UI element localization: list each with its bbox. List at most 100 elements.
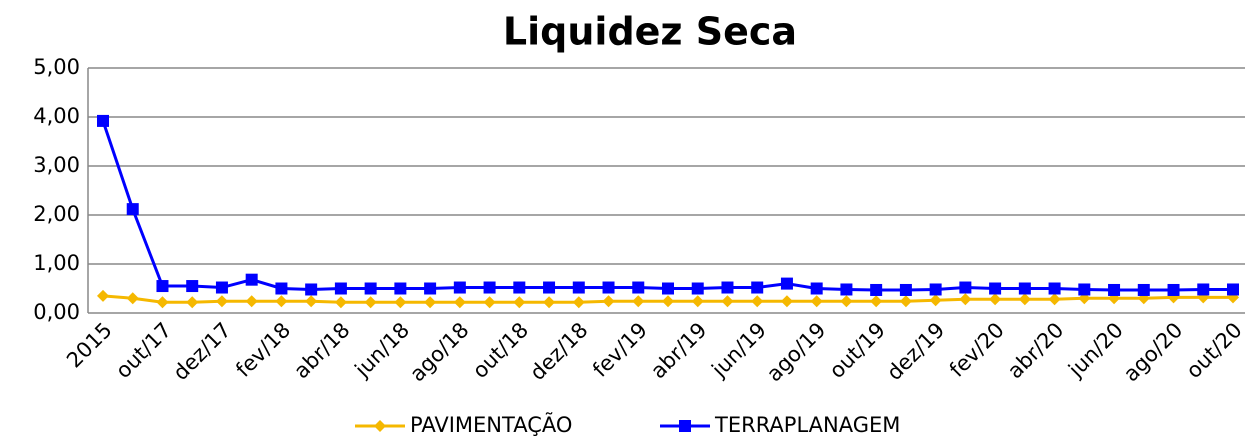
marker: [275, 282, 288, 295]
marker: [810, 295, 823, 308]
marker: [1167, 283, 1180, 296]
marker: [810, 282, 823, 295]
marker: [602, 295, 615, 308]
x-tick-label: jun/18: [350, 318, 415, 383]
marker: [929, 283, 942, 296]
marker: [543, 281, 556, 294]
marker: [513, 281, 526, 294]
marker: [453, 296, 466, 309]
marker: [245, 273, 258, 286]
y-tick-label: 4,00: [33, 104, 80, 128]
marker: [186, 296, 199, 309]
x-tick-label: dez/19: [882, 318, 949, 385]
marker: [899, 283, 912, 296]
marker: [453, 281, 466, 294]
y-tick-label: 5,00: [33, 55, 80, 79]
x-tick-label: out/20: [1182, 318, 1247, 383]
y-tick-label: 2,00: [33, 202, 80, 226]
x-tick-label: out/19: [825, 318, 890, 383]
x-tick-label: jun/19: [706, 318, 771, 383]
x-tick-label: abr/20: [1003, 318, 1069, 384]
marker: [215, 295, 228, 308]
chart-title: Liquidez Seca: [503, 10, 797, 54]
marker: [662, 282, 674, 295]
legend-label: TERRAPLANAGEM: [714, 413, 900, 437]
marker: [97, 289, 109, 302]
marker: [1018, 293, 1031, 306]
marker: [929, 294, 942, 307]
marker: [186, 280, 199, 293]
marker: [334, 296, 347, 309]
marker: [483, 296, 496, 309]
marker: [1197, 283, 1210, 296]
marker: [632, 281, 645, 294]
x-tick-label: fev/20: [945, 318, 1009, 382]
x-tick-label: fev/19: [588, 318, 652, 382]
marker: [959, 281, 972, 294]
marker: [780, 277, 793, 290]
marker: [572, 296, 585, 309]
marker: [1048, 282, 1061, 295]
marker: [691, 282, 704, 295]
marker: [424, 282, 437, 295]
marker: [1137, 283, 1150, 296]
marker: [602, 281, 615, 294]
marker: [543, 296, 556, 309]
marker: [840, 295, 853, 308]
marker: [751, 295, 764, 308]
marker: [840, 283, 853, 296]
marker: [1227, 283, 1239, 296]
marker: [751, 281, 764, 294]
marker: [334, 282, 347, 295]
marker: [305, 295, 318, 308]
x-tick-label: fev/18: [231, 318, 295, 382]
marker: [899, 295, 912, 308]
y-tick-label: 3,00: [33, 153, 80, 177]
x-tick-label: ago/18: [405, 318, 473, 386]
marker: [679, 420, 691, 432]
marker: [97, 114, 109, 127]
marker: [572, 281, 585, 294]
legend-label: PAVIMENTAÇÃO: [410, 411, 572, 437]
x-tick-label: jun/20: [1063, 318, 1128, 383]
marker: [364, 282, 377, 295]
x-tick-label: abr/19: [646, 318, 712, 384]
marker: [374, 420, 386, 432]
marker: [275, 295, 288, 308]
x-tick-label: dez/18: [525, 318, 592, 385]
x-tick-label: out/17: [111, 318, 176, 383]
marker: [989, 282, 1002, 295]
marker: [305, 283, 318, 296]
marker: [364, 296, 377, 309]
x-tick-label: dez/17: [168, 318, 235, 385]
marker: [1108, 283, 1121, 296]
marker: [1048, 293, 1061, 306]
marker: [394, 296, 407, 309]
marker: [721, 295, 734, 308]
marker: [959, 293, 972, 306]
y-tick-label: 0,00: [33, 300, 80, 324]
marker: [632, 295, 645, 308]
marker: [721, 281, 734, 294]
x-tick-label: ago/19: [762, 318, 830, 386]
marker: [780, 295, 793, 308]
marker: [513, 296, 526, 309]
marker: [870, 283, 883, 296]
marker: [126, 292, 139, 305]
marker: [215, 281, 228, 294]
x-tick-label: 2015: [62, 318, 117, 373]
marker: [126, 203, 139, 216]
x-tick-label: out/18: [468, 318, 533, 383]
marker: [156, 280, 169, 293]
marker: [424, 296, 437, 309]
x-tick-label: ago/20: [1119, 318, 1187, 386]
marker: [483, 281, 496, 294]
y-tick-label: 1,00: [33, 251, 80, 275]
marker: [870, 295, 883, 308]
marker: [1018, 282, 1031, 295]
marker: [1078, 283, 1091, 296]
marker: [662, 295, 674, 308]
x-tick-label: abr/18: [289, 318, 355, 384]
marker: [156, 296, 169, 309]
